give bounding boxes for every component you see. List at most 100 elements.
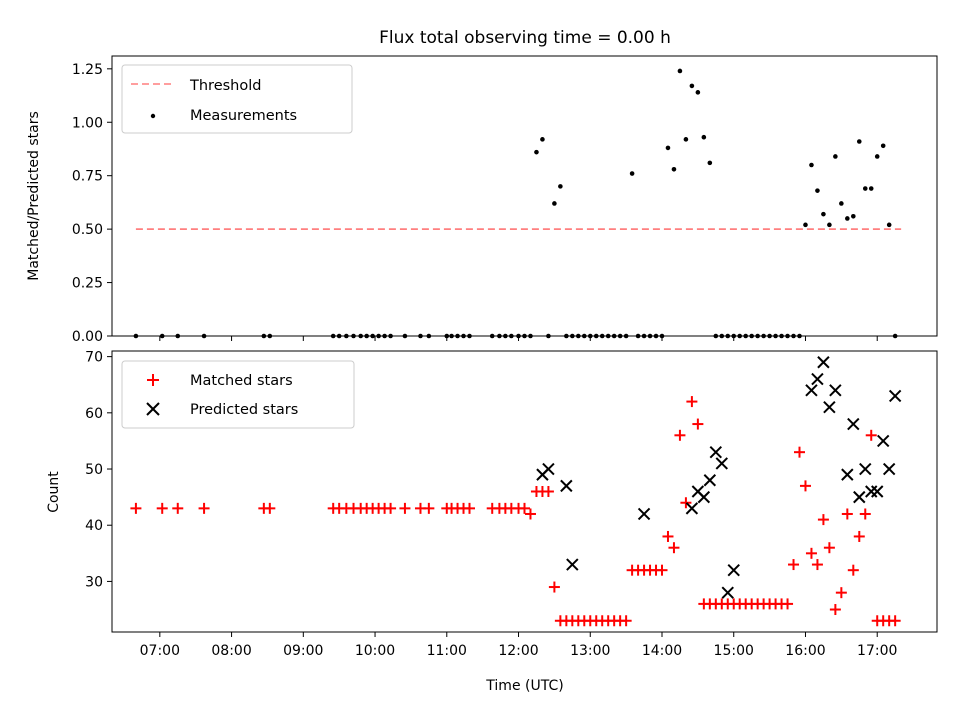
predicted-star-point bbox=[697, 490, 711, 504]
measurement-point bbox=[886, 222, 892, 228]
ratio-y-tick-label: 0.25 bbox=[72, 276, 103, 292]
count-plot-area bbox=[130, 356, 902, 627]
predicted-star-point bbox=[823, 400, 836, 414]
measurement-point bbox=[880, 143, 886, 149]
x-tick-label: 17:00 bbox=[857, 643, 897, 659]
measurement-point bbox=[665, 145, 671, 151]
measurement-point bbox=[534, 149, 539, 155]
matched-star-point bbox=[519, 502, 530, 514]
measurement-point bbox=[839, 201, 844, 206]
predicted-star-point bbox=[888, 389, 902, 403]
matched-star-point bbox=[680, 497, 692, 509]
measurement-point bbox=[827, 222, 832, 228]
matched-star-point bbox=[889, 615, 901, 627]
matched-star-point bbox=[172, 502, 184, 514]
measurement-point bbox=[874, 154, 880, 159]
matched-star-point bbox=[524, 508, 536, 520]
predicted-star-point bbox=[882, 462, 896, 476]
predicted-star-point bbox=[853, 490, 866, 504]
predicted-star-point bbox=[560, 479, 573, 493]
ratio-panel: 0.00 0.25 0.50 0.75 1.00 1.25 Matched/Predict… bbox=[26, 55, 938, 345]
measurement-point bbox=[689, 83, 695, 89]
measurement-point bbox=[845, 216, 850, 221]
measurement-point bbox=[695, 90, 701, 95]
count-y-tick-label: 50 bbox=[85, 462, 103, 478]
count-axes-frame bbox=[111, 350, 938, 633]
count-legend: Matched stars Predicted stars bbox=[121, 360, 355, 429]
x-tick-label: 07:00 bbox=[140, 643, 180, 659]
legend-predicted-swatch bbox=[146, 402, 160, 416]
matched-star-point bbox=[264, 502, 276, 514]
count-panel: 30 40 50 60 70 07:00 08:00 09:00 10:00 11:00 12:0… bbox=[46, 350, 938, 694]
matched-star-point bbox=[423, 502, 435, 514]
matched-star-point bbox=[662, 530, 674, 542]
predicted-star-point bbox=[703, 474, 717, 487]
measurement-point bbox=[707, 160, 713, 166]
ratio-y-tick-label: 0.50 bbox=[72, 222, 103, 238]
measurement-point bbox=[856, 139, 862, 144]
x-tick-label: 11:00 bbox=[427, 643, 467, 659]
measurement-point bbox=[677, 68, 683, 74]
predicted-star-point bbox=[715, 457, 728, 470]
matched-star-point bbox=[829, 604, 841, 616]
measurement-point bbox=[552, 201, 557, 206]
predicted-star-point bbox=[542, 462, 555, 476]
predicted-star-point bbox=[685, 502, 699, 515]
predicted-star-point bbox=[637, 507, 651, 521]
legend-matched-label: Matched stars bbox=[190, 373, 293, 389]
matched-star-point bbox=[656, 564, 668, 576]
legend-measurements-swatch bbox=[150, 113, 156, 119]
predicted-star-point bbox=[566, 558, 579, 571]
matched-star-point bbox=[399, 502, 411, 514]
count-y-ticks: 30 40 50 60 70 bbox=[85, 350, 112, 590]
measurement-point bbox=[851, 214, 856, 219]
legend-threshold-label: Threshold bbox=[189, 78, 261, 94]
measurement-point bbox=[558, 184, 563, 189]
x-tick-label: 15:00 bbox=[714, 643, 754, 659]
ratio-y-tick-label: 1.00 bbox=[72, 115, 103, 131]
x-tick-label: 10:00 bbox=[355, 643, 395, 659]
ratio-y-ticks: 0.00 0.25 0.50 0.75 1.00 1.25 bbox=[72, 62, 112, 345]
matched-star-point bbox=[782, 598, 794, 610]
ratio-y-axis-label: Matched/Predicted stars bbox=[26, 111, 42, 281]
measurement-point bbox=[833, 154, 838, 159]
matched-star-point bbox=[853, 530, 865, 542]
matched-star-point bbox=[692, 418, 704, 430]
matched-star-point bbox=[811, 559, 823, 571]
measurement-point bbox=[629, 171, 635, 176]
matched-star-point bbox=[794, 446, 805, 458]
measurement-point bbox=[821, 211, 826, 217]
measurement-point bbox=[671, 166, 677, 172]
matched-star-point bbox=[788, 559, 800, 571]
matched-star-point bbox=[620, 615, 632, 627]
ratio-legend-box bbox=[121, 64, 353, 134]
measurement-point bbox=[815, 188, 820, 193]
matched-star-point bbox=[674, 429, 686, 441]
ratio-x-ticks bbox=[159, 336, 878, 341]
predicted-star-point bbox=[709, 445, 723, 459]
matched-star-point bbox=[130, 502, 142, 514]
predicted-star-point bbox=[721, 586, 734, 599]
matched-star-point bbox=[156, 502, 168, 514]
predicted-star-point bbox=[811, 372, 824, 386]
x-axis-label: Time (UTC) bbox=[485, 678, 563, 694]
x-tick-label: 12:00 bbox=[498, 643, 538, 659]
matched-star-point bbox=[686, 396, 698, 408]
measurement-point bbox=[683, 137, 689, 142]
predicted-star-point bbox=[859, 462, 872, 476]
predicted-star-point bbox=[865, 485, 878, 498]
measurement-point bbox=[862, 186, 868, 191]
ratio-axes-frame bbox=[111, 55, 938, 337]
ratio-y-tick-label: 0.75 bbox=[72, 169, 103, 185]
matched-star-point bbox=[835, 587, 847, 599]
x-tick-label: 16:00 bbox=[785, 643, 825, 659]
count-y-tick-label: 70 bbox=[85, 350, 103, 366]
x-tick-label: 08:00 bbox=[211, 643, 251, 659]
matched-star-point bbox=[542, 486, 554, 497]
count-y-tick-label: 60 bbox=[85, 406, 103, 422]
matched-star-point bbox=[865, 429, 877, 441]
predicted-star-point bbox=[805, 384, 818, 397]
matched-star-point bbox=[805, 547, 817, 559]
count-x-ticks: 07:00 08:00 09:00 10:00 11:00 12:00 13:00 14:00… bbox=[140, 632, 897, 659]
